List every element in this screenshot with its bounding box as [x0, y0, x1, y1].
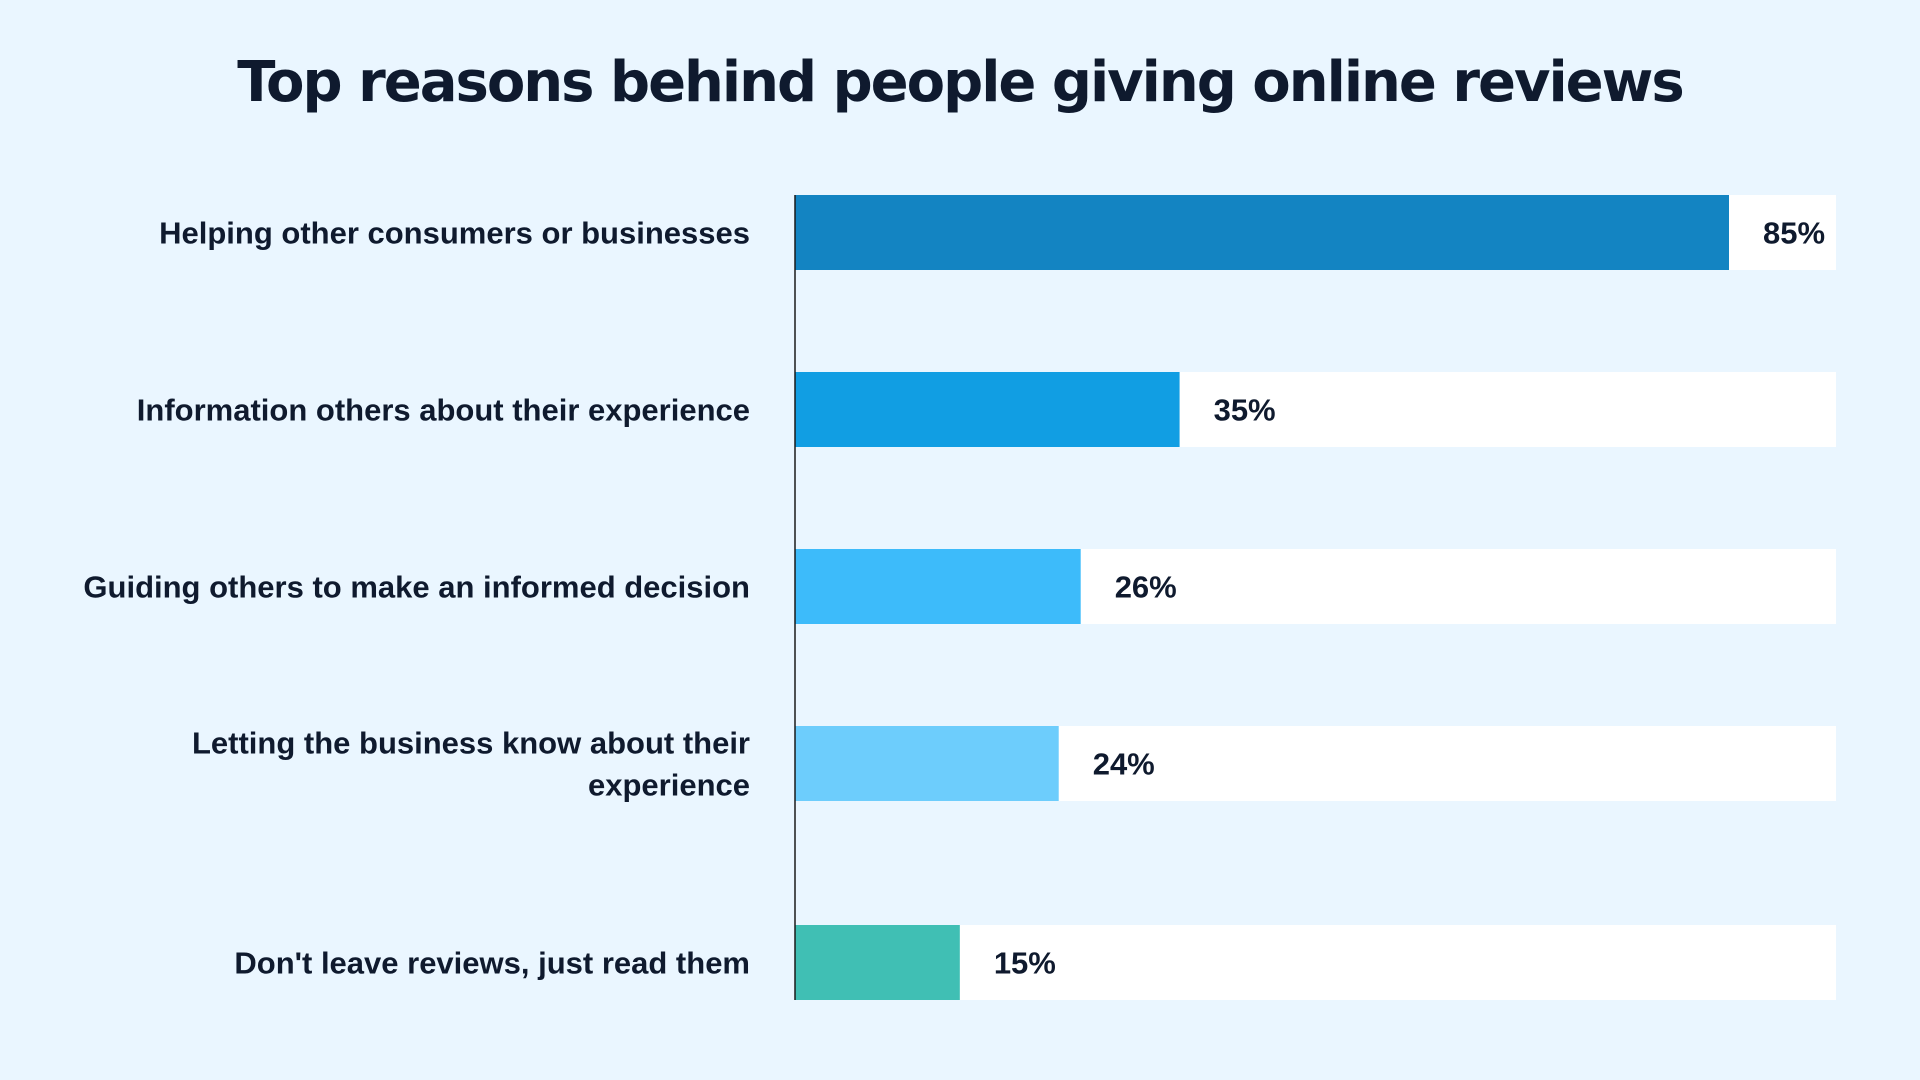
value-label: 35%: [1214, 393, 1276, 428]
category-label: Helping other consumers or businesses: [159, 216, 750, 251]
category-label: Don't leave reviews, just read them: [234, 946, 750, 981]
category-label: Guiding others to make an informed decis…: [83, 570, 750, 605]
bar: [795, 372, 1180, 447]
category-label: Information others about their experienc…: [137, 393, 750, 428]
category-label: Letting the business know about their exp…: [192, 726, 750, 803]
bar: [795, 549, 1081, 624]
value-label: 15%: [994, 946, 1056, 981]
chart-title: Top reasons behind people giving online …: [237, 50, 1684, 115]
bar-track: [795, 925, 1836, 1000]
bar: [795, 195, 1729, 270]
value-label: 85%: [1763, 216, 1825, 251]
value-labels: 85% 35% 26% 24% 15%: [994, 216, 1825, 981]
bars: [795, 195, 1729, 1000]
value-label: 26%: [1115, 570, 1177, 605]
value-label: 24%: [1093, 747, 1155, 782]
bar: [795, 726, 1059, 801]
bar: [795, 925, 960, 1000]
category-labels: Helping other consumers or businesses Inf…: [83, 216, 750, 981]
